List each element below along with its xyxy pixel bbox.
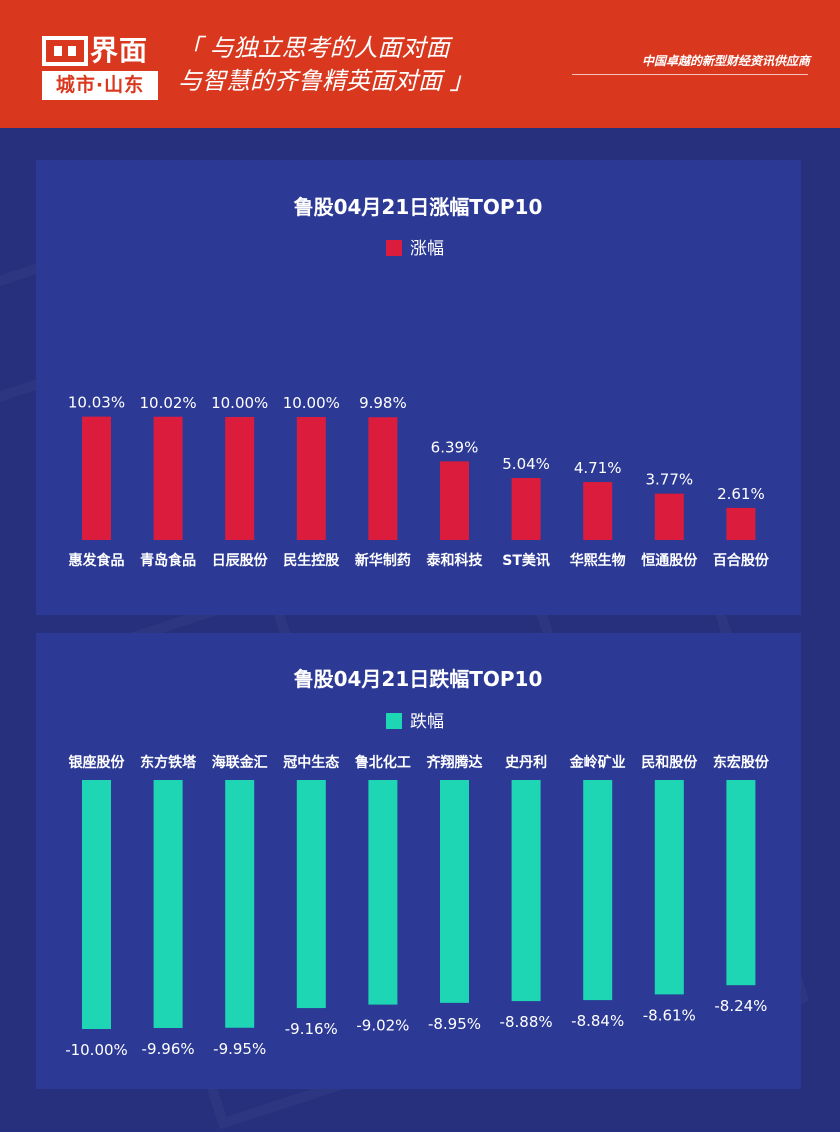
rise-bar bbox=[153, 416, 183, 540]
rise-value-label: 10.02% bbox=[139, 394, 196, 412]
rise-value-label: 10.00% bbox=[283, 394, 340, 412]
fall-legend-label: 跌幅 bbox=[410, 712, 444, 732]
rise-chart-panel: 鲁股04月21日涨幅TOP10 涨幅 10.03% 惠发食品 10.02% 青岛食品 1… bbox=[36, 160, 801, 615]
fall-value-label: -8.61% bbox=[643, 1006, 696, 1024]
fall-bar bbox=[511, 780, 541, 1002]
fall-value-label: -9.16% bbox=[285, 1020, 338, 1038]
rise-chart-title: 鲁股04月21日涨幅TOP10 bbox=[294, 195, 543, 219]
fall-value-label: -8.24% bbox=[714, 997, 767, 1015]
rise-category-label: 新华制药 bbox=[355, 552, 411, 569]
fall-category-label: 史丹利 bbox=[505, 754, 547, 771]
rise-bar bbox=[225, 417, 255, 540]
rise-value-label: 10.03% bbox=[68, 394, 125, 412]
fall-bar bbox=[296, 780, 326, 1009]
fall-bar bbox=[440, 780, 469, 1003]
fall-bar bbox=[82, 780, 111, 1029]
fall-value-label: -8.84% bbox=[571, 1012, 624, 1030]
fall-category-label: 海联金汇 bbox=[212, 754, 268, 771]
fall-category-label: 东宏股份 bbox=[713, 754, 770, 771]
logo-name: 界面 bbox=[90, 34, 149, 67]
fall-bar bbox=[654, 780, 684, 995]
jiemian-logo: 界面 城市·山东 bbox=[42, 34, 158, 100]
rise-value-label: 10.00% bbox=[211, 394, 268, 412]
fall-category-label: 金岭矿业 bbox=[569, 754, 626, 771]
fall-value-label: -10.00% bbox=[65, 1041, 128, 1059]
fall-value-label: -8.95% bbox=[428, 1015, 481, 1033]
rise-category-label: 恒通股份 bbox=[641, 552, 698, 569]
tagline-divider bbox=[572, 74, 808, 75]
fall-value-label: -8.88% bbox=[500, 1013, 553, 1031]
fall-bar bbox=[153, 780, 183, 1029]
rise-category-label: 民生控股 bbox=[283, 552, 340, 569]
fall-category-label: 齐翔腾达 bbox=[427, 754, 483, 771]
rise-bar bbox=[82, 416, 111, 540]
rise-value-label: 6.39% bbox=[431, 438, 479, 456]
header-banner: 界面 城市·山东 「 与独立思考的人面对面 与智慧的齐鲁精英面对面 」 中国卓越… bbox=[0, 0, 840, 128]
rise-bar bbox=[296, 417, 326, 540]
rise-category-label: 日辰股份 bbox=[212, 552, 269, 569]
rise-bar bbox=[726, 507, 756, 540]
rise-value-label: 3.77% bbox=[645, 471, 693, 489]
rise-value-label: 4.71% bbox=[574, 459, 622, 477]
fall-chart-title: 鲁股04月21日跌幅TOP10 bbox=[294, 667, 543, 691]
rise-chart: 鲁股04月21日涨幅TOP10 涨幅 10.03% 惠发食品 10.02% 青岛食品 1… bbox=[68, 195, 770, 569]
rise-category-label: 华熙生物 bbox=[570, 552, 626, 569]
rise-category-label: 泰和科技 bbox=[426, 552, 484, 569]
rise-category-label: 惠发食品 bbox=[69, 552, 125, 569]
rise-legend-label: 涨幅 bbox=[410, 239, 444, 259]
rise-legend-swatch bbox=[386, 240, 402, 256]
fall-category-label: 民和股份 bbox=[641, 754, 698, 771]
fall-value-label: -9.96% bbox=[142, 1040, 195, 1058]
rise-bar bbox=[654, 493, 684, 540]
fall-category-label: 冠中生态 bbox=[283, 754, 339, 771]
rise-value-label: 5.04% bbox=[502, 455, 550, 473]
rise-value-label: 2.61% bbox=[717, 485, 765, 503]
rise-value-label: 9.98% bbox=[359, 394, 407, 412]
rise-category-label: 百合股份 bbox=[713, 552, 770, 569]
rise-bar bbox=[583, 482, 613, 540]
slogan: 「 与独立思考的人面对面 与智慧的齐鲁精英面对面 」 bbox=[178, 32, 498, 98]
logo-subtitle: 城市·山东 bbox=[42, 71, 158, 100]
rise-category-label: 青岛食品 bbox=[140, 552, 196, 569]
fall-chart: 鲁股04月21日跌幅TOP10 跌幅 -10.00% 银座股份 -9.96% 东方铁塔… bbox=[65, 667, 770, 1059]
fall-bar bbox=[726, 780, 756, 986]
slogan-line-1: 「 与独立思考的人面对面 bbox=[178, 34, 450, 62]
slogan-line-2: 与智慧的齐鲁精英面对面 」 bbox=[178, 67, 474, 95]
rise-bar bbox=[368, 417, 398, 540]
logo-mark-icon bbox=[42, 36, 88, 66]
tagline: 中国卓越的新型财经资讯供应商 bbox=[641, 54, 810, 68]
fall-value-label: -9.95% bbox=[213, 1040, 266, 1058]
fall-bar bbox=[225, 780, 255, 1028]
fall-value-label: -9.02% bbox=[356, 1017, 409, 1035]
rise-category-label: ST美讯 bbox=[502, 552, 550, 569]
fall-category-label: 鲁北化工 bbox=[354, 754, 411, 771]
fall-bar bbox=[583, 780, 613, 1001]
fall-chart-panel: 鲁股04月21日跌幅TOP10 跌幅 -10.00% 银座股份 -9.96% 东方铁塔… bbox=[36, 633, 801, 1089]
fall-bar bbox=[368, 780, 398, 1005]
rise-bar bbox=[440, 461, 469, 540]
fall-category-label: 银座股份 bbox=[69, 754, 126, 771]
rise-bar bbox=[511, 478, 541, 540]
fall-legend-swatch bbox=[386, 713, 402, 729]
fall-category-label: 东方铁塔 bbox=[140, 754, 197, 771]
